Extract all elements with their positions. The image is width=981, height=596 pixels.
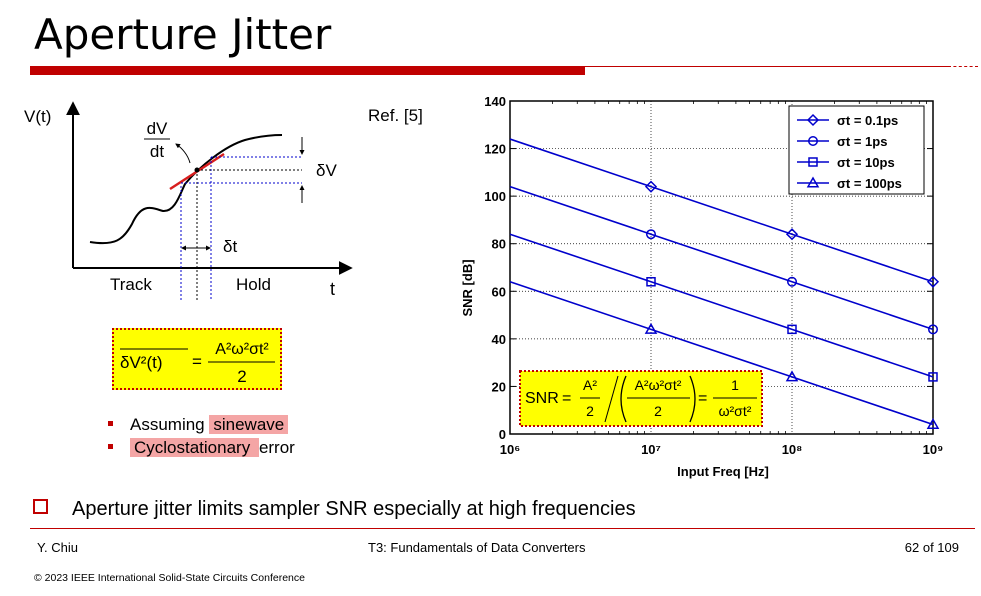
footer-page-number: 62 of 109 — [904, 540, 959, 555]
reference-label: Ref. [5] — [368, 106, 423, 125]
data-point-triangle — [644, 322, 658, 334]
highlight-cyclostationary: Cyclostationary — [130, 438, 259, 457]
footer-course: T3: Fundamentals of Data Converters — [368, 540, 586, 555]
dv-label: δV — [316, 161, 337, 180]
sketch-x-label: t — [330, 279, 335, 299]
snr-eq-rparen — [689, 375, 696, 423]
title-underline-bar — [30, 66, 585, 75]
slide-title: Aperture Jitter — [34, 10, 332, 59]
data-point-diamond — [926, 275, 940, 288]
legend-label: σt = 0.1ps — [837, 113, 898, 128]
title-underline-thin — [585, 66, 948, 67]
bullet-list: Assuming sinewave Cyclostationary error — [108, 415, 295, 461]
slope-pointer — [175, 143, 191, 164]
highlight-sinewave: sinewave — [209, 415, 289, 434]
snr-eq-equals-2: = — [698, 390, 707, 407]
checkbox-bullet-icon — [33, 499, 48, 514]
y-axis-label: SNR [dB] — [460, 259, 475, 316]
legend-label: σt = 1ps — [837, 134, 887, 149]
data-point-diamond — [644, 180, 658, 193]
x-axis-label: Input Freq [Hz] — [677, 464, 769, 479]
snr-eq-lparen — [620, 375, 627, 423]
main-point: Aperture jitter limits sampler SNR espec… — [33, 498, 636, 521]
snr-eq-b-num: A²ω²σt² — [635, 377, 682, 393]
slope-numerator: dV — [147, 119, 168, 138]
y-tick-label: 0 — [499, 427, 506, 442]
x-tick-label: 10⁶ — [500, 442, 520, 457]
series-line — [509, 281, 934, 426]
snr-chart: SNR [dB] Input Freq [Hz] 0 20 40 60 80 100 120… — [460, 94, 944, 479]
legend-marker-diamond — [806, 113, 820, 127]
bullet-item: Assuming sinewave — [108, 415, 295, 438]
y-tick-label: 140 — [484, 94, 506, 109]
series-line — [509, 138, 934, 283]
bullet-marker — [108, 421, 113, 426]
snr-eq-equals: = — [562, 390, 571, 407]
snr-eq-c-num: 1 — [731, 377, 739, 393]
snr-eq-a-num: A² — [583, 377, 597, 393]
data-point-circle — [646, 229, 656, 240]
equals-sign: = — [192, 352, 202, 371]
equation-lhs: δV²(t) — [120, 353, 163, 372]
jitter-sketch: V(t) t dV dt δV δt Track Hold — [24, 101, 353, 300]
jitter-noise-equation: δV²(t) = A²ω²σt² 2 — [112, 328, 282, 390]
data-point-square — [787, 324, 797, 335]
snr-eq-c-den: ω²σt² — [719, 403, 752, 419]
legend-marker-circle — [808, 136, 818, 146]
data-point-square — [646, 277, 656, 287]
data-point-circle — [928, 324, 938, 335]
snr-eq-a-den: 2 — [586, 403, 594, 419]
y-tick-label: 100 — [484, 189, 506, 204]
snr-eq-label: SNR — [525, 390, 559, 407]
y-tick-label: 60 — [492, 284, 506, 299]
y-tick-label: 80 — [492, 237, 506, 252]
snr-equation: SNR = A² 2 A²ω²σt² 2 = 1 ω²σt² — [519, 370, 763, 427]
footer-copyright: © 2023 IEEE International Solid-State Ci… — [34, 572, 305, 584]
bullet-marker — [108, 444, 113, 449]
equation-denominator: 2 — [237, 367, 246, 386]
slope-denominator: dt — [150, 142, 164, 161]
title-underline-dash — [948, 66, 978, 67]
data-point-circle — [787, 276, 797, 287]
legend-label: σt = 100ps — [837, 176, 902, 191]
snr-eq-slash — [604, 375, 619, 423]
legend-marker-square — [808, 157, 818, 167]
signal-curve — [89, 134, 283, 245]
plot-frame — [509, 100, 934, 435]
bullet-item: Cyclostationary error — [108, 438, 295, 461]
equation-numerator: A²ω²σt² — [215, 341, 269, 358]
footer-author: Y. Chiu — [37, 540, 78, 555]
hold-label: Hold — [236, 275, 271, 294]
y-tick-label: 20 — [492, 379, 506, 394]
x-tick-label: 10⁸ — [782, 442, 803, 457]
x-tick-label: 10⁷ — [641, 442, 661, 457]
legend-marker-triangle — [806, 176, 820, 188]
legend-label: σt = 10ps — [837, 155, 895, 170]
series-line — [509, 185, 934, 331]
data-point-triangle — [926, 417, 940, 429]
snr-eq-b-den: 2 — [654, 403, 662, 419]
sketch-y-label: V(t) — [24, 107, 51, 126]
data-point-square — [928, 372, 938, 382]
footer-separator — [30, 528, 975, 529]
data-point-triangle — [785, 370, 799, 382]
series-line — [509, 233, 934, 378]
y-tick-label: 40 — [492, 332, 506, 347]
data-point-diamond — [785, 228, 799, 241]
x-tick-label: 10⁹ — [923, 442, 944, 457]
y-tick-label: 120 — [484, 142, 506, 157]
track-label: Track — [110, 275, 152, 294]
dt-label: δt — [223, 237, 237, 256]
